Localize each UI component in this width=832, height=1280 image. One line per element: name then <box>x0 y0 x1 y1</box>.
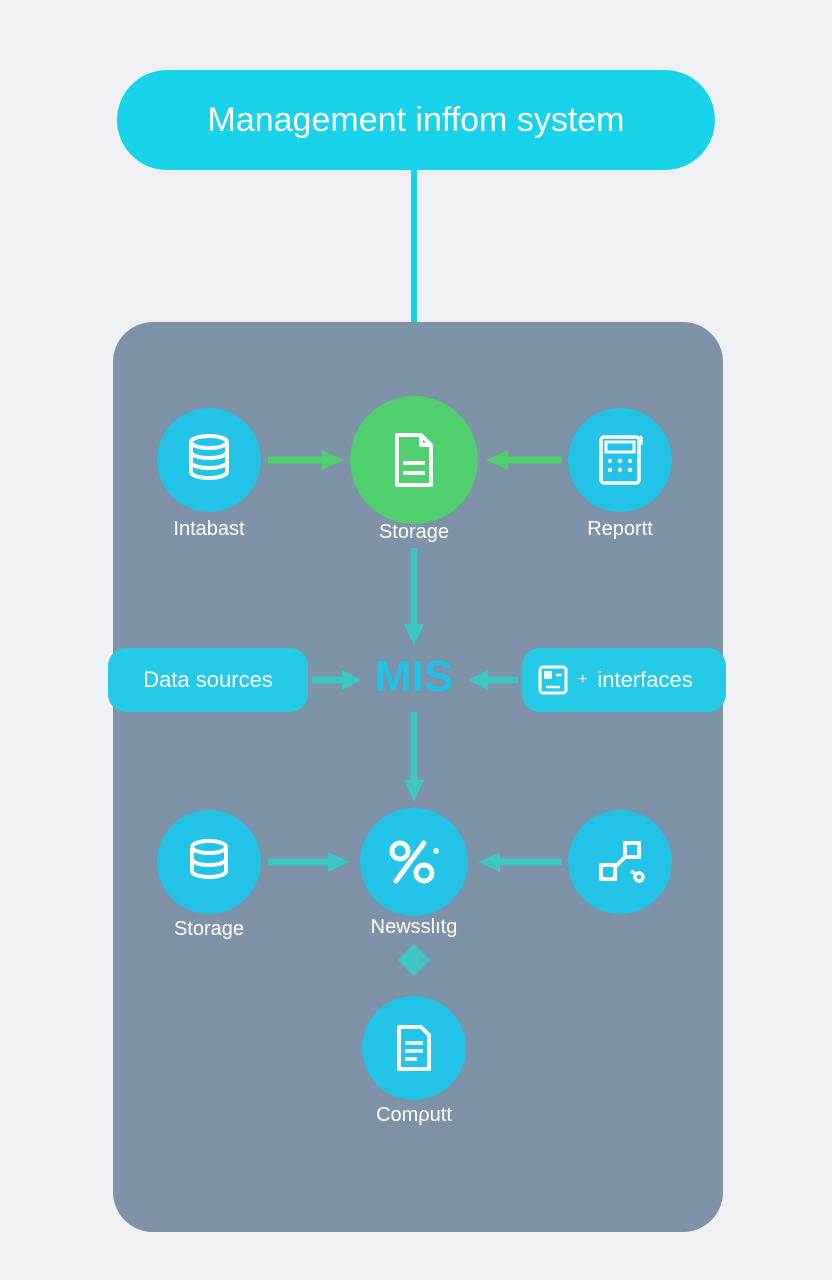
node-storage-bottom <box>157 810 261 914</box>
database-icon <box>186 434 232 486</box>
arrow-nodes-to-mid <box>474 850 562 874</box>
node-storage-top <box>350 396 478 524</box>
arrow-report-to-storage <box>484 448 562 472</box>
dash-plus: + <box>578 671 587 689</box>
percent-icon <box>386 837 442 887</box>
diamond-connector <box>396 942 432 978</box>
arrow-intabast-to-storage <box>268 448 346 472</box>
label-comput: Comρutt <box>354 1104 474 1127</box>
arrow-mis-to-row3 <box>402 712 426 804</box>
label-data-sources: Data sources <box>143 667 273 693</box>
title-pill: Management inffom system <box>117 70 715 170</box>
label-storage-bottom: Storage <box>149 918 269 941</box>
node-nodes <box>568 810 672 914</box>
nodes-icon <box>595 837 645 887</box>
arrow-storage-to-mis <box>402 548 426 648</box>
arrow-storage2-to-mid <box>268 850 354 874</box>
node-report <box>568 408 672 512</box>
node-newssling <box>360 808 468 916</box>
arrow-interfaces-to-mis <box>466 668 518 692</box>
label-report: Reportt <box>560 518 680 541</box>
calculator-icon <box>597 433 643 487</box>
document-icon <box>389 431 439 489</box>
pill-data-sources: Data sources <box>108 648 308 712</box>
label-intabast: Intabast <box>149 518 269 541</box>
label-storage-top: Storage <box>354 521 474 544</box>
database-icon-2 <box>187 838 231 886</box>
label-newssling: Newsslıtg <box>354 916 474 939</box>
document-icon-2 <box>393 1023 435 1073</box>
mis-center: MIS <box>364 652 464 702</box>
dashboard-icon <box>538 665 568 695</box>
node-intabast <box>157 408 261 512</box>
label-interfaces: interfaces <box>597 667 692 693</box>
title-text: Management inffom system <box>208 101 625 140</box>
arrow-datasources-to-mis <box>312 668 364 692</box>
pill-interfaces: + interfaces <box>522 648 726 712</box>
node-comput <box>362 996 466 1100</box>
